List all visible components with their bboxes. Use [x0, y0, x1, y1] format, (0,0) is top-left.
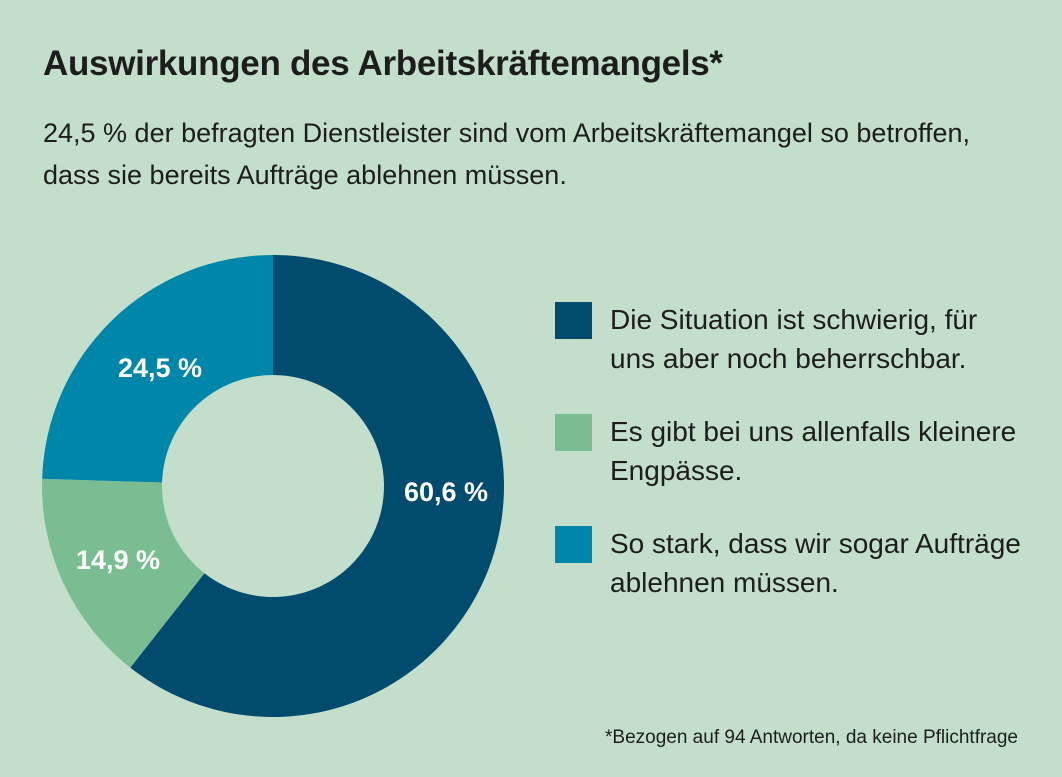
- legend-item: Es gibt bei uns allenfalls kleinere Engp…: [555, 412, 1030, 490]
- chart-subtitle: 24,5 % der befragten Dienstleister sind …: [43, 118, 971, 190]
- donut-slice: [130, 255, 505, 717]
- legend-swatch: [555, 302, 592, 339]
- legend-swatch: [555, 414, 592, 451]
- legend-label: Die Situation ist schwierig, für uns abe…: [610, 304, 978, 374]
- data-label: 60,6 %: [404, 477, 488, 507]
- legend-label: So stark, dass wir sogar Aufträge ablehn…: [610, 528, 1021, 598]
- legend-swatch: [555, 526, 592, 563]
- footnote: *Bezogen auf 94 Antworten, da keine Pfli…: [605, 727, 1018, 748]
- data-label: 14,9 %: [76, 545, 160, 575]
- legend: Die Situation ist schwierig, für uns abe…: [555, 300, 1030, 636]
- donut-slice: [41, 478, 205, 668]
- legend-item: So stark, dass wir sogar Aufträge ablehn…: [555, 524, 1030, 602]
- legend-item: Die Situation ist schwierig, für uns abe…: [555, 300, 1030, 378]
- data-label: 24,5 %: [118, 353, 202, 383]
- legend-label: Es gibt bei uns allenfalls kleinere Engp…: [610, 416, 1017, 486]
- donut-slice: [42, 255, 273, 483]
- chart-title: Auswirkungen des Arbeitskräftemangels*: [43, 44, 723, 83]
